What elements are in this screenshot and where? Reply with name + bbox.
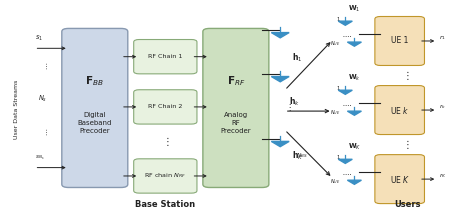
- FancyBboxPatch shape: [375, 17, 425, 65]
- Text: $\vdots$: $\vdots$: [162, 135, 169, 148]
- Polygon shape: [271, 32, 289, 38]
- Text: RF Chain 2: RF Chain 2: [148, 104, 182, 109]
- Text: $\mathbf{W}_1$: $\mathbf{W}_1$: [348, 4, 361, 14]
- Text: $N_{UE}$: $N_{UE}$: [329, 177, 340, 186]
- Text: 1: 1: [337, 86, 340, 91]
- Text: $\mathbf{h}_K$: $\mathbf{h}_K$: [292, 149, 303, 162]
- Polygon shape: [347, 42, 361, 46]
- Text: $\vdots$: $\vdots$: [285, 102, 292, 113]
- Text: $\vdots$: $\vdots$: [401, 138, 409, 151]
- Polygon shape: [271, 77, 289, 82]
- Text: $\cdots$: $\cdots$: [43, 62, 49, 70]
- Text: $r_K$: $r_K$: [439, 171, 447, 180]
- Text: $\vdots$: $\vdots$: [401, 69, 409, 82]
- Text: 1: 1: [337, 17, 340, 22]
- Text: $N_{BS}$: $N_{BS}$: [296, 151, 308, 160]
- Text: RF chain $N_{RF}$: RF chain $N_{RF}$: [145, 172, 186, 181]
- Text: $\mathbf{h}_k$: $\mathbf{h}_k$: [289, 96, 300, 108]
- Text: $\mathbf{F}_{RF}$: $\mathbf{F}_{RF}$: [227, 74, 245, 88]
- Text: RF Chain 1: RF Chain 1: [148, 54, 182, 59]
- Polygon shape: [338, 159, 352, 164]
- Polygon shape: [338, 21, 352, 25]
- Text: $\mathbf{W}_K$: $\mathbf{W}_K$: [348, 142, 361, 152]
- Text: UE $K$: UE $K$: [390, 174, 410, 185]
- FancyBboxPatch shape: [134, 90, 197, 124]
- Text: Analog
RF
Precoder: Analog RF Precoder: [220, 112, 251, 134]
- Polygon shape: [338, 90, 352, 94]
- Text: $\mathbf{h}_1$: $\mathbf{h}_1$: [292, 52, 302, 64]
- Text: $s_1$: $s_1$: [36, 34, 44, 43]
- Text: $N_{UE}$: $N_{UE}$: [329, 108, 340, 117]
- FancyBboxPatch shape: [134, 159, 197, 193]
- Text: $s_{N_s}$: $s_{N_s}$: [36, 154, 45, 162]
- Polygon shape: [271, 141, 289, 147]
- FancyBboxPatch shape: [203, 28, 269, 187]
- Text: Digital
Baseband
Precoder: Digital Baseband Precoder: [78, 112, 112, 134]
- Text: UE 1: UE 1: [391, 36, 409, 46]
- Text: $r_1$: $r_1$: [439, 33, 447, 42]
- Text: Users: Users: [394, 201, 421, 209]
- Text: 1: 1: [337, 155, 340, 160]
- Polygon shape: [347, 180, 361, 184]
- Text: User Data Streams: User Data Streams: [14, 79, 19, 139]
- FancyBboxPatch shape: [375, 85, 425, 135]
- Text: $\cdots$: $\cdots$: [43, 128, 49, 136]
- Text: $\mathbf{W}_k$: $\mathbf{W}_k$: [348, 73, 361, 83]
- FancyBboxPatch shape: [375, 155, 425, 204]
- FancyBboxPatch shape: [62, 28, 128, 187]
- Text: $N_{UE}$: $N_{UE}$: [329, 39, 340, 48]
- Text: Base Station: Base Station: [135, 201, 195, 209]
- Text: $r_k$: $r_k$: [439, 102, 447, 111]
- FancyBboxPatch shape: [134, 39, 197, 74]
- Text: $\mathbf{F}_{BB}$: $\mathbf{F}_{BB}$: [85, 74, 104, 88]
- Text: UE $k$: UE $k$: [390, 105, 410, 116]
- Text: $N_s$: $N_s$: [37, 94, 47, 104]
- Polygon shape: [347, 111, 361, 115]
